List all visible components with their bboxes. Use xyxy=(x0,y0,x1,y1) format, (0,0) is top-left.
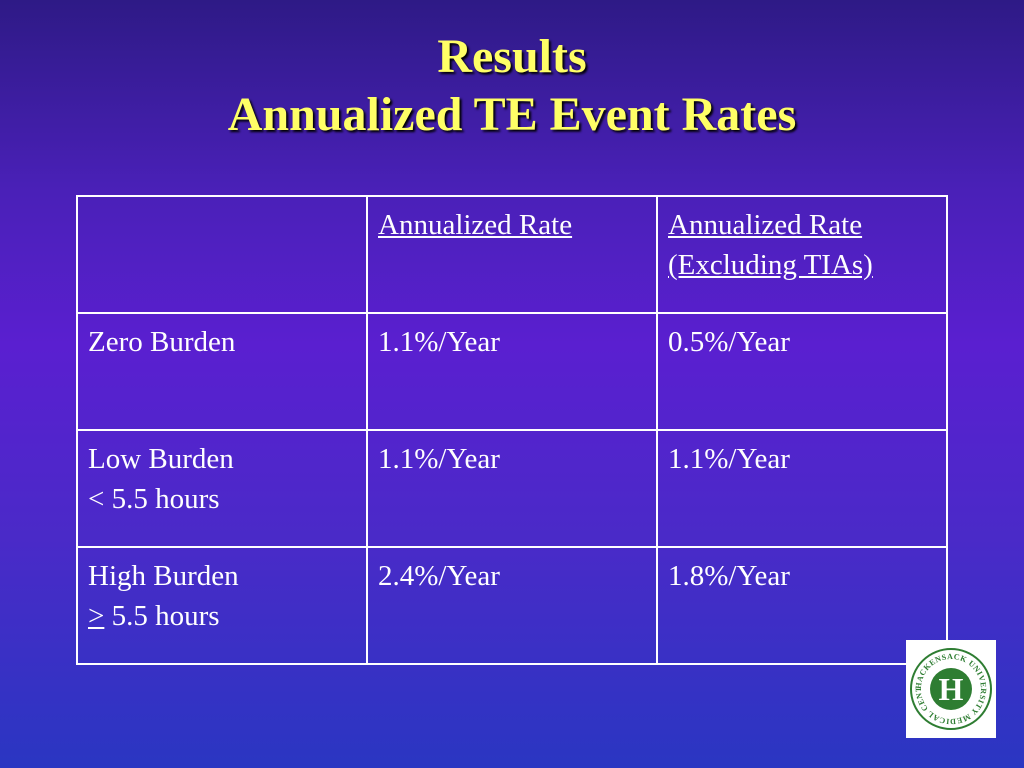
header-cell-annualized-rate-excluding-tias: Annualized Rate (Excluding TIAs) xyxy=(656,195,948,314)
rate-ex-tia-cell: 0.5%/Year xyxy=(656,312,948,431)
rate-ex-tia-cell: 1.8%/Year xyxy=(656,546,948,665)
hospital-seal-icon: HACKENSACK UNIVERSITY MEDICAL CENTER H xyxy=(906,640,992,730)
rate-cell: 1.1%/Year xyxy=(366,312,658,431)
row-label: Low Burden xyxy=(88,443,234,475)
hospital-logo: HACKENSACK UNIVERSITY MEDICAL CENTER H xyxy=(906,640,996,738)
row-sublabel: 5.5 hours xyxy=(104,600,220,632)
annualized-rate-ex-tia-value: 1.8%/Year xyxy=(668,560,790,592)
rate-cell: 2.4%/Year xyxy=(366,546,658,665)
header-excluding-tias: (Excluding TIAs) xyxy=(668,249,873,281)
header-cell-empty xyxy=(76,195,368,314)
rate-cell: 1.1%/Year xyxy=(366,429,658,548)
annualized-rate-value: 1.1%/Year xyxy=(378,326,500,358)
row-label: High Burden xyxy=(88,560,239,592)
table-row: Zero Burden 1.1%/Year 0.5%/Year xyxy=(76,312,948,431)
header-annualized-rate: Annualized Rate xyxy=(378,209,573,241)
annualized-rate-value: 2.4%/Year xyxy=(378,560,500,592)
header-cell-annualized-rate: Annualized Rate xyxy=(366,195,658,314)
logo-letter: H xyxy=(939,671,964,707)
annualized-rate-value: 1.1%/Year xyxy=(378,443,500,475)
title-line-1: Results xyxy=(437,30,587,83)
table-row: Low Burden < 5.5 hours 1.1%/Year 1.1%/Ye… xyxy=(76,429,948,548)
row-label-cell: High Burden > 5.5 hours xyxy=(76,546,368,665)
table-row: High Burden > 5.5 hours 2.4%/Year 1.8%/Y… xyxy=(76,546,948,665)
row-label-cell: Low Burden < 5.5 hours xyxy=(76,429,368,548)
title-line-2: Annualized TE Event Rates xyxy=(227,88,797,141)
annualized-rate-ex-tia-value: 0.5%/Year xyxy=(668,326,790,358)
greater-or-equal-symbol: > xyxy=(88,600,105,632)
annualized-rate-ex-tia-value: 1.1%/Year xyxy=(668,443,790,475)
row-sublabel: < 5.5 hours xyxy=(88,483,220,515)
rates-table: Annualized Rate Annualized Rate (Excludi… xyxy=(76,195,948,665)
row-label: Zero Burden xyxy=(88,326,236,358)
slide-title: Results Annualized TE Event Rates xyxy=(0,28,1024,144)
rate-ex-tia-cell: 1.1%/Year xyxy=(656,429,948,548)
row-label-cell: Zero Burden xyxy=(76,312,368,431)
table-header-row: Annualized Rate Annualized Rate (Excludi… xyxy=(76,195,948,314)
header-annualized-rate-2: Annualized Rate xyxy=(668,209,863,241)
